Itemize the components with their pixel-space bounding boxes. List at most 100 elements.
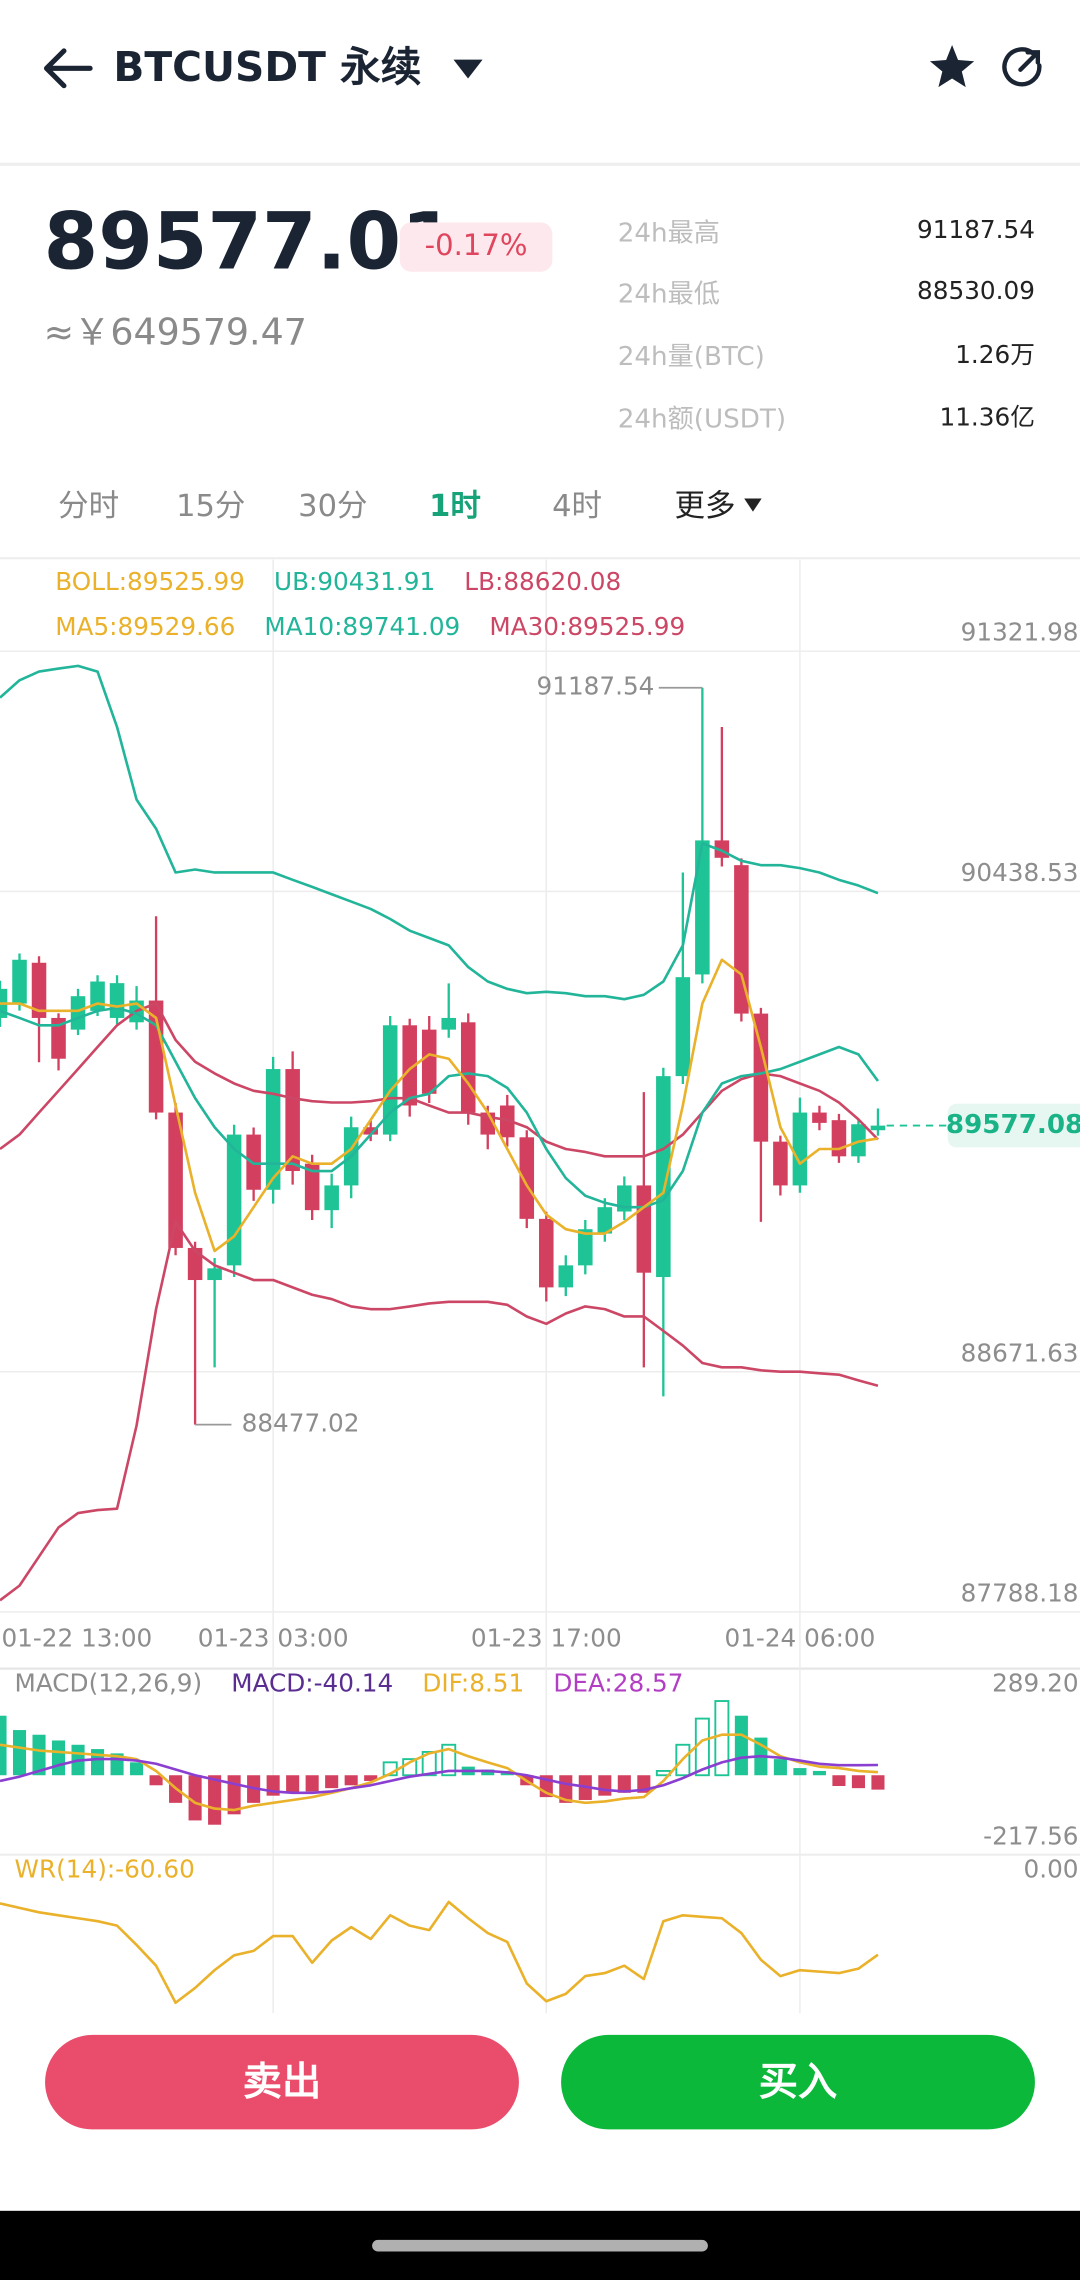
sell-label[interactable]: 卖出 xyxy=(243,2060,321,2105)
indicator-title: WR(14):-60.60 xyxy=(15,1855,195,1884)
macd-bar xyxy=(812,1770,826,1776)
indicator-label: DIF:8.51 xyxy=(422,1669,524,1698)
x-tick-label: 01-22 13:00 xyxy=(1,1624,152,1653)
macd-bar xyxy=(188,1775,202,1821)
share-icon[interactable] xyxy=(1002,47,1042,87)
interval-tab[interactable]: 15分 xyxy=(176,489,245,524)
y-tick-label: 87788.18 xyxy=(961,1579,1079,1608)
candle-body xyxy=(70,996,86,1030)
candle-body xyxy=(656,1076,671,1278)
high-label: 91187.54 xyxy=(537,672,655,701)
macd-bar xyxy=(51,1740,66,1776)
candle-body xyxy=(363,1127,378,1135)
stat-value: 11.36亿 xyxy=(940,403,1035,432)
macd-bar xyxy=(305,1775,319,1792)
candle-body xyxy=(519,1137,535,1219)
macd-bar xyxy=(12,1730,27,1776)
last-price-tag xyxy=(947,1103,1080,1148)
macd-bar xyxy=(286,1775,300,1793)
buy-button[interactable] xyxy=(561,2034,1035,2130)
y-tick-label: 0.00 xyxy=(1024,1855,1079,1884)
macd-bar xyxy=(364,1775,378,1781)
macd-bar xyxy=(421,1750,437,1777)
candle-body xyxy=(441,1017,456,1030)
favorite-icon[interactable] xyxy=(929,45,975,88)
candle-body xyxy=(636,1185,652,1273)
stat-value: 91187.54 xyxy=(917,215,1035,244)
interval-tab[interactable]: 分时 xyxy=(58,489,119,524)
candle-body xyxy=(207,1268,222,1281)
macd-bar xyxy=(598,1775,612,1796)
candle-body xyxy=(51,1017,66,1059)
stat-label: 24h最低 xyxy=(618,280,720,310)
candle-body xyxy=(539,1218,554,1288)
candle-body xyxy=(421,1029,437,1094)
indicator-line xyxy=(0,1754,878,1795)
candle-body xyxy=(12,959,27,1004)
indicator-title: MACD(12,26,9) xyxy=(15,1669,203,1698)
more-dropdown[interactable] xyxy=(744,498,762,512)
candle-body xyxy=(578,1229,593,1266)
macd-bar xyxy=(441,1743,457,1777)
candle-body xyxy=(460,1022,476,1113)
indicator-line xyxy=(0,664,879,1001)
candle-body xyxy=(851,1124,866,1157)
candle-body xyxy=(402,1025,417,1106)
indicator-label: DEA:28.57 xyxy=(553,1669,683,1698)
macd-bar xyxy=(344,1775,358,1786)
more-tab[interactable]: 更多 xyxy=(674,489,735,524)
indicator-line xyxy=(0,1220,879,1602)
stat-value: 1.26万 xyxy=(955,340,1035,369)
macd-bar xyxy=(871,1775,885,1790)
stat-label: 24h最高 xyxy=(618,219,720,249)
interval-tab[interactable]: 1时 xyxy=(429,489,481,524)
change-badge xyxy=(399,222,553,272)
candle-body xyxy=(109,983,125,1018)
interval-tab[interactable]: 4时 xyxy=(552,489,602,524)
indicator-label: MACD:-40.14 xyxy=(231,1669,393,1698)
macd-bar xyxy=(130,1762,144,1776)
candle-body xyxy=(812,1112,827,1123)
macd-bar xyxy=(832,1775,846,1786)
last-price-label: 89577.08 xyxy=(946,1110,1080,1140)
sell-button[interactable] xyxy=(45,2034,519,2130)
stat-label: 24h量(BTC) xyxy=(618,342,765,372)
interval-tab[interactable]: 30分 xyxy=(298,489,367,524)
candle-body xyxy=(499,1105,515,1138)
charts: 01-22 13:00 01-23 03:00 01-23 17:00 01-24 0… xyxy=(0,559,1080,2014)
wr-line xyxy=(0,1900,879,2005)
macd-bar xyxy=(773,1759,787,1776)
indicator-label: MA30:89525.99 xyxy=(489,612,685,641)
back-button[interactable] xyxy=(43,48,93,89)
symbol-title[interactable]: BTCUSDT 永续 xyxy=(113,43,421,91)
x-tick-label: 01-24 06:00 xyxy=(724,1624,875,1653)
candle-body xyxy=(831,1120,847,1157)
stat-value: 88530.09 xyxy=(917,276,1035,305)
candle-body xyxy=(773,1141,788,1186)
candle-body xyxy=(870,1125,886,1131)
macd-bar xyxy=(617,1775,631,1793)
change-percent: -0.17% xyxy=(425,228,528,262)
home-indicator[interactable] xyxy=(372,2239,708,2252)
macd-bar xyxy=(325,1775,339,1789)
indicator-line xyxy=(0,1006,880,1209)
indicator-label: BOLL:89525.99 xyxy=(55,567,245,596)
symbol-dropdown[interactable] xyxy=(453,59,483,79)
buy-label[interactable]: 买入 xyxy=(759,2060,837,2105)
candle-body xyxy=(753,1013,769,1142)
candle-body xyxy=(617,1185,632,1212)
y-tick-label: 91321.98 xyxy=(961,618,1079,647)
candle-body xyxy=(187,1247,203,1281)
y-tick-label: 88671.63 xyxy=(961,1338,1079,1367)
macd-bar xyxy=(91,1749,105,1776)
x-tick-label: 01-23 17:00 xyxy=(471,1624,622,1653)
cny-price: ≈￥649579.47 xyxy=(44,310,307,353)
candle-body xyxy=(558,1265,574,1288)
macd-bar xyxy=(481,1769,495,1776)
indicator-line xyxy=(0,1002,879,1158)
y-tick-label: 289.20 xyxy=(992,1669,1078,1698)
candle-body xyxy=(304,1163,320,1211)
candle-body xyxy=(695,840,710,975)
y-tick-label: 90438.53 xyxy=(961,858,1079,887)
